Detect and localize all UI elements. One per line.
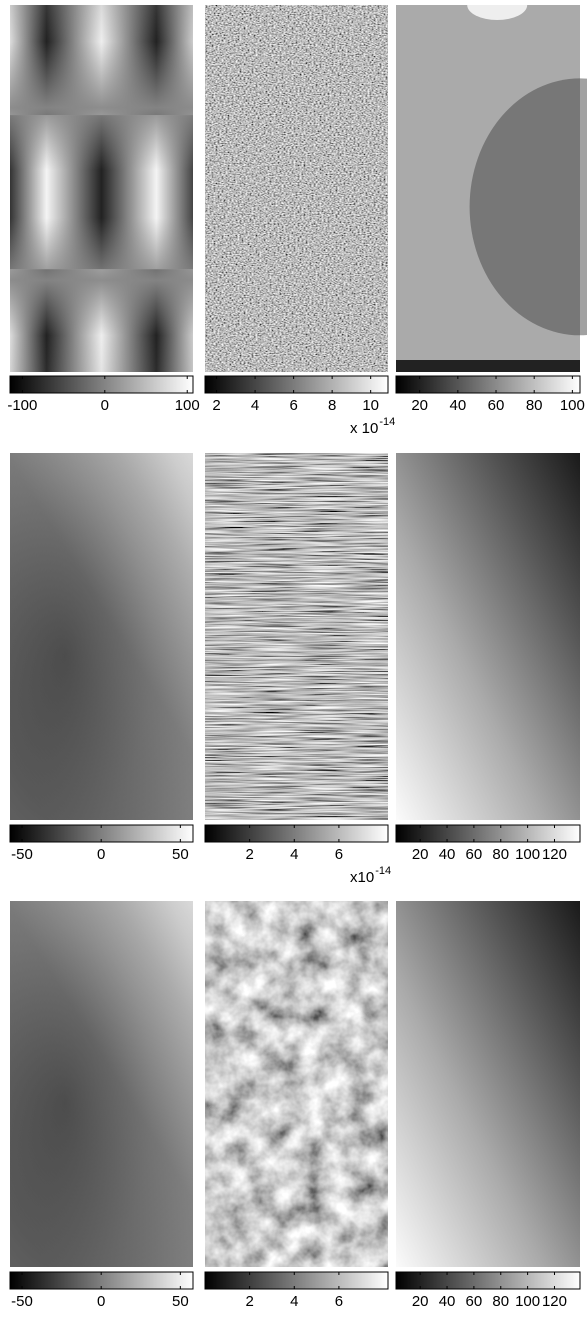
image-noise bbox=[205, 453, 388, 820]
colorbar-tick-label: 80 bbox=[526, 397, 543, 414]
colorbar-tick-label: 4 bbox=[290, 846, 298, 863]
colorbar-tick-label: -100 bbox=[7, 397, 37, 414]
scale-label: x 10 bbox=[350, 420, 378, 437]
colorbar-tick-label: 120 bbox=[542, 846, 567, 863]
colorbar-tick-label: 6 bbox=[335, 846, 343, 863]
colorbar-tick-label: 0 bbox=[97, 1293, 105, 1310]
colorbar-tick-label: 80 bbox=[492, 1293, 509, 1310]
colorbar-tick-label: 0 bbox=[101, 397, 109, 414]
colorbar-tick-label: 60 bbox=[488, 397, 505, 414]
colorbar-tick-label: 60 bbox=[466, 846, 483, 863]
scale-label: x10 bbox=[350, 869, 374, 886]
colorbar-tick-label: 50 bbox=[172, 1293, 189, 1310]
image-noise bbox=[205, 901, 388, 1267]
colorbar-tick-label: 100 bbox=[560, 397, 585, 414]
image-base bbox=[396, 453, 580, 820]
colorbar-tick-label: 4 bbox=[251, 397, 259, 414]
colorbar-tick-label: 120 bbox=[542, 1293, 567, 1310]
heatmap-image bbox=[10, 901, 193, 1267]
heatmap-image bbox=[205, 901, 388, 1267]
heatmap-image bbox=[205, 453, 388, 820]
heatmap-image bbox=[10, 453, 193, 820]
colorbar-tick-label: 10 bbox=[362, 397, 379, 414]
heatmap-image bbox=[396, 901, 580, 1267]
colorbar bbox=[9, 375, 194, 394]
colorbar-tick-label: 20 bbox=[412, 1293, 429, 1310]
heatmap-image bbox=[10, 5, 193, 372]
colorbar-tick-label: 100 bbox=[515, 846, 540, 863]
colorbar-tick-label: 2 bbox=[245, 846, 253, 863]
colorbar-tick-label: 80 bbox=[492, 846, 509, 863]
colorbar bbox=[204, 1271, 389, 1290]
heatmap-image bbox=[396, 0, 587, 372]
colorbar-tick-label: 6 bbox=[335, 1293, 343, 1310]
colorbar-tick-label: 20 bbox=[411, 397, 428, 414]
colorbar-tick-label: 8 bbox=[328, 397, 336, 414]
scale-exponent: -14 bbox=[375, 865, 391, 877]
heatmap-image bbox=[205, 5, 388, 372]
colorbar-tick-label: 40 bbox=[449, 397, 466, 414]
colorbar bbox=[395, 824, 581, 843]
colorbar-tick-label: 100 bbox=[175, 397, 200, 414]
colorbar-tick-label: 50 bbox=[172, 846, 189, 863]
image-base bbox=[396, 901, 580, 1267]
image-overlay bbox=[10, 453, 193, 820]
scale-exponent: -14 bbox=[379, 416, 395, 428]
colorbar-tick-label: 40 bbox=[439, 1293, 456, 1310]
heatmap-image bbox=[396, 453, 580, 820]
colorbar-tick-label: 40 bbox=[439, 846, 456, 863]
colorbar-tick-label: 100 bbox=[515, 1293, 540, 1310]
colorbar bbox=[204, 824, 389, 843]
colorbar-tick-label: 6 bbox=[289, 397, 297, 414]
colorbar-tick-label: 2 bbox=[245, 1293, 253, 1310]
colorbar-tick-label: 4 bbox=[290, 1293, 298, 1310]
colorbar-tick-label: 0 bbox=[97, 846, 105, 863]
colorbar bbox=[395, 1271, 581, 1290]
colorbar bbox=[395, 375, 581, 394]
colorbar-tick-label: 20 bbox=[412, 846, 429, 863]
image-noise bbox=[205, 5, 388, 372]
image-shade bbox=[469, 78, 587, 336]
image-overlay bbox=[10, 5, 193, 372]
colorbar bbox=[204, 375, 389, 394]
image-shade bbox=[396, 360, 580, 372]
image-light bbox=[467, 0, 528, 20]
image-overlay bbox=[10, 901, 193, 1267]
colorbar-tick-label: 2 bbox=[212, 397, 220, 414]
colorbar-tick-label: 60 bbox=[466, 1293, 483, 1310]
colorbar-tick-label: -50 bbox=[11, 846, 33, 863]
colorbar-tick-label: -50 bbox=[11, 1293, 33, 1310]
